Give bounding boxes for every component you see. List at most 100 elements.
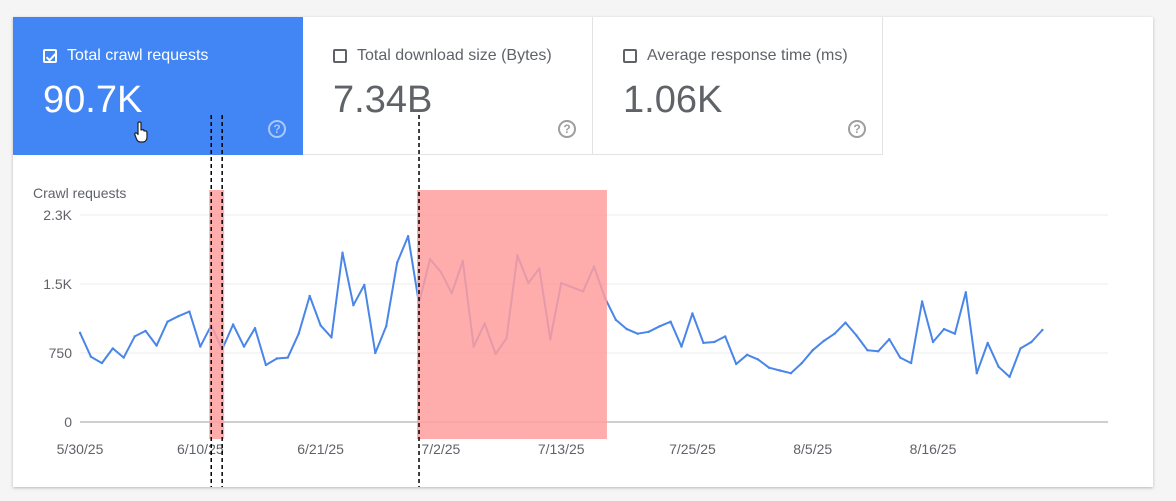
data-point [614, 318, 618, 322]
y-tick-label: 0 [64, 414, 72, 430]
data-point [177, 315, 180, 318]
data-point [111, 347, 115, 350]
y-tick-label: 2.3K [43, 207, 72, 223]
data-point [406, 235, 410, 238]
data-point [822, 339, 825, 343]
data-point [920, 300, 924, 303]
tile-total-crawl-requests[interactable]: Total crawl requests 90.7K ? [13, 17, 303, 155]
data-point [286, 356, 289, 359]
data-point [997, 365, 1000, 368]
data-point [800, 361, 803, 365]
tile-total-download-size[interactable]: Total download size (Bytes) 7.34B ? [303, 17, 593, 155]
x-tick-label: 6/21/25 [297, 441, 344, 457]
data-point [866, 349, 869, 352]
data-point [319, 324, 322, 327]
data-point [647, 330, 650, 333]
data-point [308, 294, 311, 298]
help-icon[interactable]: ? [268, 120, 286, 138]
help-icon[interactable]: ? [848, 120, 866, 138]
data-point [297, 332, 300, 335]
data-point [395, 261, 399, 264]
data-point [352, 304, 355, 307]
checkbox-icon[interactable] [43, 49, 57, 63]
data-point [724, 335, 727, 338]
data-point [625, 327, 628, 331]
data-point [1019, 347, 1022, 350]
data-point [144, 329, 147, 333]
data-point [231, 323, 235, 326]
data-point [341, 251, 344, 254]
crawl-stats-card: Total crawl requests 90.7K ? Total downl… [13, 17, 1153, 487]
data-point [942, 327, 946, 331]
data-point [636, 332, 639, 335]
x-tick-label: 8/5/25 [793, 441, 832, 457]
data-point [188, 310, 191, 313]
x-tick-label: 5/30/25 [57, 441, 104, 457]
data-point [242, 345, 246, 348]
data-point [275, 357, 279, 360]
data-point [78, 331, 82, 334]
x-tick-label: 7/25/25 [669, 441, 716, 457]
data-point [100, 361, 104, 365]
y-tick-label: 1.5K [43, 276, 72, 292]
data-point [122, 356, 125, 359]
data-point [1041, 328, 1044, 332]
data-point [767, 366, 771, 369]
tile-value: 90.7K [43, 79, 143, 121]
checkbox-icon[interactable] [333, 49, 347, 63]
tile-value: 7.34B [333, 79, 433, 121]
crawl-requests-chart: Crawl requests 0 750 1.5K 2.3K 5/30/25 6/10/25… [33, 115, 1108, 487]
data-point [975, 372, 978, 375]
data-point [778, 369, 782, 372]
data-point [964, 291, 967, 294]
data-point [953, 332, 957, 335]
x-tick-label: 7/2/25 [421, 441, 460, 457]
y-axis-title: Crawl requests [33, 185, 126, 201]
data-point [877, 350, 880, 353]
data-point [133, 335, 136, 338]
tile-label: Total crawl requests [67, 47, 209, 64]
data-point [330, 336, 333, 339]
data-point [844, 321, 847, 324]
data-point [888, 338, 891, 341]
data-point [811, 349, 814, 352]
data-point [691, 312, 694, 315]
tile-average-response-time[interactable]: Average response time (ms) 1.06K ? [593, 17, 883, 155]
data-point [909, 361, 913, 365]
help-icon[interactable]: ? [558, 120, 576, 138]
data-point [155, 344, 158, 347]
data-point [931, 340, 935, 344]
y-tick-label: 750 [49, 345, 73, 361]
data-point [986, 341, 989, 345]
data-point [669, 320, 672, 323]
hand-cursor-icon [134, 121, 148, 143]
tile-label: Average response time (ms) [647, 47, 848, 64]
data-point [756, 358, 760, 361]
checkbox-icon[interactable] [623, 49, 637, 63]
data-point [363, 283, 366, 287]
data-point [264, 363, 268, 367]
tile-value: 1.06K [623, 79, 723, 121]
data-point [745, 353, 749, 356]
data-point [89, 355, 93, 358]
data-point [735, 362, 738, 366]
data-point [833, 332, 836, 335]
data-point [713, 340, 716, 344]
data-point [385, 325, 388, 328]
data-point [789, 372, 793, 375]
x-tick-label: 8/16/25 [910, 441, 957, 457]
data-point [374, 351, 377, 355]
highlight-range [209, 190, 225, 439]
data-point [899, 356, 902, 359]
data-point [680, 345, 683, 348]
x-tick-label: 7/13/25 [538, 441, 585, 457]
data-point [855, 334, 858, 337]
highlight-range [417, 190, 607, 439]
data-point [702, 341, 705, 345]
data-point [166, 320, 169, 323]
tile-label: Total download size (Bytes) [357, 47, 552, 64]
data-point [1030, 340, 1033, 344]
data-point [199, 345, 202, 348]
data-point [658, 325, 661, 328]
data-point [1008, 375, 1011, 379]
